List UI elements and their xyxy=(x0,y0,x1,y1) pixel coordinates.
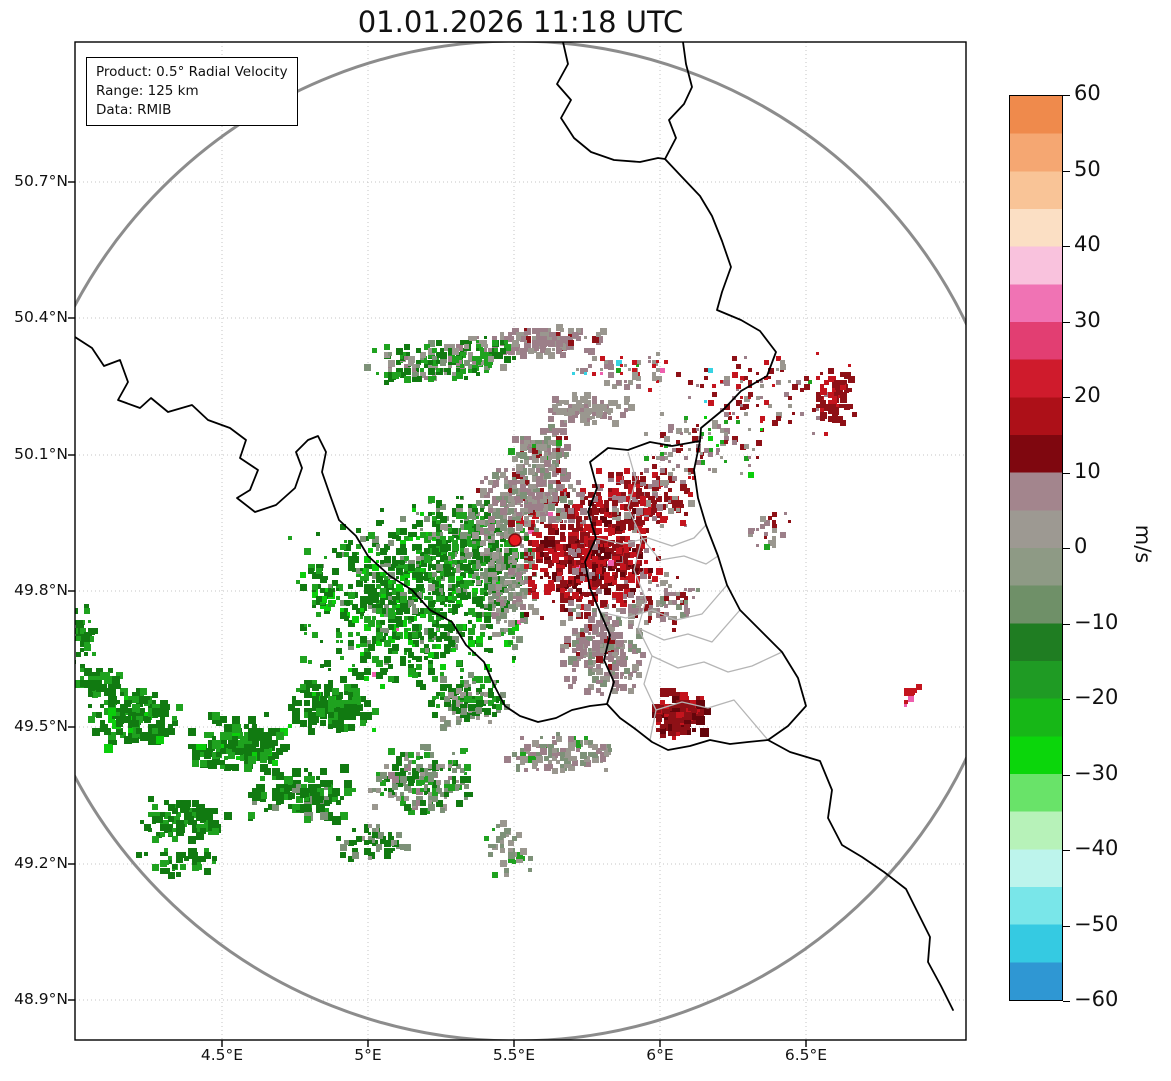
colorbar-tick-label: −40 xyxy=(1074,836,1119,860)
colorbar-tick-mark xyxy=(1063,170,1070,172)
product-info-box: Product: 0.5° Radial Velocity Range: 125… xyxy=(86,57,298,127)
data-source-info-line: Data: RMIB xyxy=(96,102,172,119)
colorbar-tick-mark xyxy=(1063,850,1070,851)
colorbar-tick-label: 50 xyxy=(1074,156,1101,181)
colorbar-tick-label: −20 xyxy=(1074,685,1119,709)
colorbar-tick-mark xyxy=(1063,548,1070,549)
x-tick-label: 4.5°E xyxy=(200,1046,244,1064)
y-tick-label: 48.9°N xyxy=(14,990,68,1008)
colorbar-tick-mark xyxy=(1063,699,1070,700)
y-tick-label: 50.7°N xyxy=(14,172,68,190)
colorbar-tick-mark xyxy=(1063,321,1070,323)
colorbar-tick-mark xyxy=(1063,95,1070,96)
colorbar-tick-mark xyxy=(1063,925,1070,927)
radar-site-marker xyxy=(508,533,522,547)
colorbar-tick-label: −50 xyxy=(1074,911,1119,936)
plot-area xyxy=(75,42,966,1040)
country-borders xyxy=(75,42,954,1011)
graticule-gridlines xyxy=(75,42,966,1040)
colorbar-unit-label: m/s xyxy=(1131,524,1156,564)
range-info-line: Range: 125 km xyxy=(96,83,199,100)
y-tick-label: 49.5°N xyxy=(14,717,68,735)
y-tick-label: 49.2°N xyxy=(14,854,68,872)
colorbar-tick-mark xyxy=(1063,1001,1070,1002)
colorbar-tick-mark xyxy=(1063,397,1070,398)
colorbar-tick-label: 60 xyxy=(1074,81,1101,105)
colorbar-tick-label: 20 xyxy=(1074,383,1101,407)
y-tick-label: 49.8°N xyxy=(14,581,68,599)
colorbar-tick-label: 10 xyxy=(1074,458,1101,483)
x-tick-label: 6.5°E xyxy=(784,1046,828,1064)
figure-title: 01.01.2026 11:18 UTC xyxy=(357,5,684,39)
colorbar-tick-mark xyxy=(1063,246,1070,247)
colorbar-tick-label: 0 xyxy=(1074,534,1088,558)
axis-tick-marks xyxy=(68,181,807,1047)
plot-frame xyxy=(74,41,967,1041)
colorbar-tick-label: 30 xyxy=(1074,307,1101,332)
colorbar-tick-label: 40 xyxy=(1074,232,1101,256)
y-tick-label: 50.4°N xyxy=(14,308,68,326)
x-tick-label: 6°E xyxy=(646,1046,674,1064)
colorbar-tick-mark xyxy=(1063,623,1070,625)
x-tick-label: 5°E xyxy=(354,1046,382,1064)
x-tick-label: 5.5°E xyxy=(492,1046,536,1064)
colorbar-tick-label: −60 xyxy=(1074,987,1119,1011)
internal-borders xyxy=(595,451,783,741)
colorbar-tick-mark xyxy=(1063,472,1070,474)
y-tick-label: 50.1°N xyxy=(14,445,68,463)
product-info-line: Product: 0.5° Radial Velocity xyxy=(96,64,288,80)
colorbar-tick-label: −30 xyxy=(1074,760,1119,785)
colorbar-tick-label: −10 xyxy=(1074,609,1119,634)
colorbar-tick-mark xyxy=(1063,774,1070,776)
radar-echoes xyxy=(75,324,922,879)
velocity-colorbar xyxy=(1009,95,1063,1001)
